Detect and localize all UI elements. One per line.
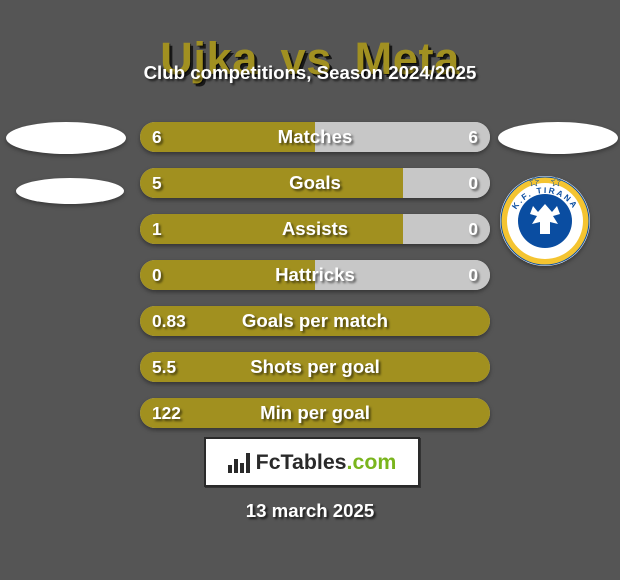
crest-icon: K.F. TIRANA bbox=[500, 176, 590, 266]
stat-bar-left bbox=[140, 168, 403, 198]
stat-bar-left bbox=[140, 260, 315, 290]
stat-bar-left bbox=[140, 214, 403, 244]
stat-row: Assists10 bbox=[140, 214, 490, 244]
player2-club-crest: K.F. TIRANA bbox=[500, 176, 590, 266]
stat-row: Min per goal122 bbox=[140, 398, 490, 428]
player1-photo-placeholder bbox=[6, 122, 126, 154]
brand-text-main: FcTables bbox=[256, 450, 347, 474]
stat-bar-right bbox=[403, 214, 491, 244]
stage: Ujka vs Meta Club competitions, Season 2… bbox=[0, 0, 620, 580]
date: 13 march 2025 bbox=[0, 500, 620, 522]
stat-bar-right bbox=[315, 260, 490, 290]
stat-bar-left bbox=[140, 398, 490, 428]
stat-bar-left bbox=[140, 306, 490, 336]
player2-photo-placeholder bbox=[498, 122, 618, 154]
stat-row: Goals per match0.83 bbox=[140, 306, 490, 336]
stat-bar-left bbox=[140, 352, 490, 382]
brand-text-suffix: .com bbox=[347, 450, 397, 474]
subtitle: Club competitions, Season 2024/2025 bbox=[0, 62, 620, 84]
brand-badge: FcTables.com bbox=[204, 437, 420, 487]
stat-bar-right bbox=[315, 122, 490, 152]
stat-row: Shots per goal5.5 bbox=[140, 352, 490, 382]
brand-text: FcTables.com bbox=[256, 450, 397, 475]
stat-row: Matches66 bbox=[140, 122, 490, 152]
stat-row: Hattricks00 bbox=[140, 260, 490, 290]
stat-bar-right bbox=[403, 168, 491, 198]
bar-chart-icon bbox=[228, 451, 250, 473]
stat-bar-left bbox=[140, 122, 315, 152]
player1-club-placeholder bbox=[16, 178, 124, 204]
stats-bars: Matches66 Goals50 Assists10 Hattricks00 Goal… bbox=[140, 122, 490, 444]
stat-row: Goals50 bbox=[140, 168, 490, 198]
